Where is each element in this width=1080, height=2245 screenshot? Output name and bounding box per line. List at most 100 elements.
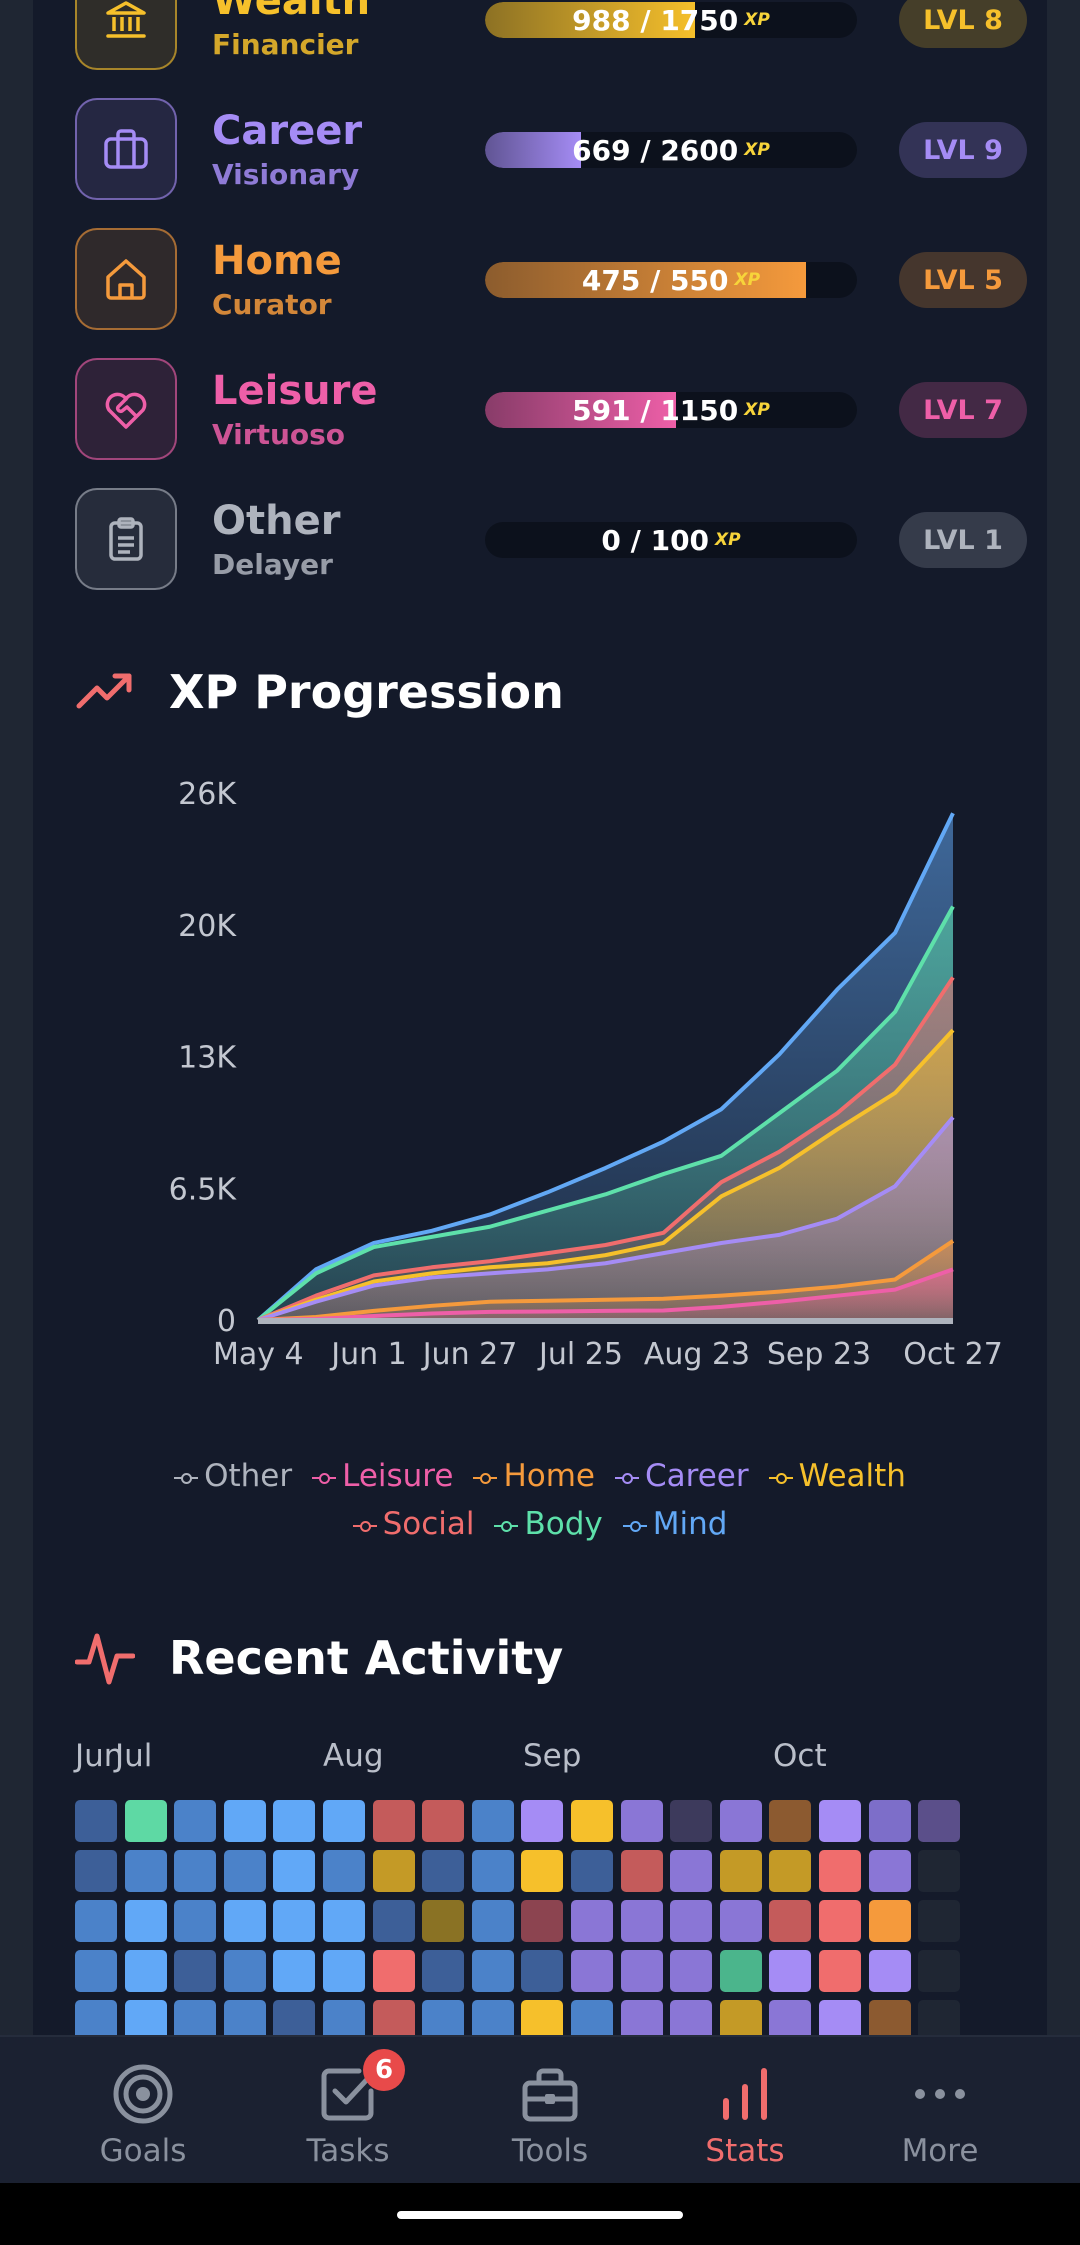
heatmap-cell[interactable]: [918, 1900, 961, 1942]
heatmap-cell[interactable]: [521, 1850, 564, 1892]
heatmap-cell[interactable]: [719, 2000, 762, 2035]
heatmap-cell[interactable]: [223, 2000, 266, 2035]
heatmap-cell[interactable]: [571, 1950, 613, 1992]
heatmap-cell[interactable]: [868, 1900, 911, 1942]
nav-tools[interactable]: Tools: [442, 2037, 658, 2185]
heatmap-cell[interactable]: [174, 1800, 217, 1842]
heatmap-cell[interactable]: [323, 1800, 365, 1842]
heatmap-cell[interactable]: [323, 1950, 365, 1992]
heatmap-cell[interactable]: [75, 2000, 117, 2035]
heatmap-cell[interactable]: [422, 2000, 465, 2035]
heatmap-cell[interactable]: [124, 1900, 167, 1942]
heatmap-cell[interactable]: [422, 1800, 465, 1842]
heatmap-cell[interactable]: [521, 1800, 564, 1842]
legend-item-home[interactable]: Home: [473, 1452, 595, 1500]
heatmap-cell[interactable]: [670, 1900, 713, 1942]
heatmap-cell[interactable]: [223, 1950, 266, 1992]
nav-goals[interactable]: Goals: [35, 2037, 251, 2185]
heatmap-cell[interactable]: [323, 1850, 365, 1892]
heatmap-cell[interactable]: [372, 2000, 415, 2035]
heatmap-cell[interactable]: [769, 2000, 812, 2035]
heatmap-cell[interactable]: [372, 1950, 415, 1992]
category-row-other[interactable]: Other Delayer 0 / 100 XP LVL 1: [75, 488, 1027, 594]
heatmap-cell[interactable]: [75, 1900, 117, 1942]
heatmap-cell[interactable]: [719, 1950, 762, 1992]
legend-item-other[interactable]: Other: [174, 1452, 292, 1500]
legend-item-career[interactable]: Career: [615, 1452, 749, 1500]
heatmap-cell[interactable]: [273, 1950, 316, 1992]
heatmap-cell[interactable]: [223, 1850, 266, 1892]
heatmap-cell[interactable]: [620, 1800, 663, 1842]
heatmap-cell[interactable]: [571, 2000, 613, 2035]
heatmap-cell[interactable]: [719, 1850, 762, 1892]
heatmap-cell[interactable]: [521, 2000, 564, 2035]
heatmap-cell[interactable]: [571, 1900, 613, 1942]
heatmap-cell[interactable]: [769, 1900, 812, 1942]
heatmap-cell[interactable]: [868, 1850, 911, 1892]
heatmap-cell[interactable]: [620, 1900, 663, 1942]
heatmap-cell[interactable]: [868, 1950, 911, 1992]
heatmap-cell[interactable]: [124, 1800, 167, 1842]
nav-tasks[interactable]: 6 Tasks: [240, 2037, 456, 2185]
heatmap-cell[interactable]: [521, 1950, 564, 1992]
heatmap-cell[interactable]: [471, 1800, 514, 1842]
heatmap-cell[interactable]: [422, 1850, 465, 1892]
heatmap-cell[interactable]: [223, 1900, 266, 1942]
heatmap-cell[interactable]: [471, 1900, 514, 1942]
heatmap-cell[interactable]: [323, 1900, 365, 1942]
legend-item-body[interactable]: Body: [494, 1500, 603, 1548]
heatmap-cell[interactable]: [273, 1800, 316, 1842]
heatmap-cell[interactable]: [124, 2000, 167, 2035]
heatmap-cell[interactable]: [174, 1950, 217, 1992]
heatmap-cell[interactable]: [471, 1850, 514, 1892]
heatmap-cell[interactable]: [372, 1850, 415, 1892]
heatmap-cell[interactable]: [670, 1850, 713, 1892]
heatmap-cell[interactable]: [124, 1850, 167, 1892]
heatmap-cell[interactable]: [769, 1950, 812, 1992]
heatmap-cell[interactable]: [521, 1900, 564, 1942]
heatmap-cell[interactable]: [918, 1800, 961, 1842]
heatmap-cell[interactable]: [75, 1800, 117, 1842]
heatmap-cell[interactable]: [819, 1850, 861, 1892]
heatmap-cell[interactable]: [670, 1800, 713, 1842]
category-row-home[interactable]: Home Curator 475 / 550 XP LVL 5: [75, 228, 1027, 334]
heatmap-cell[interactable]: [819, 1800, 861, 1842]
heatmap-cell[interactable]: [223, 1800, 266, 1842]
heatmap-cell[interactable]: [174, 1850, 217, 1892]
heatmap-cell[interactable]: [670, 2000, 713, 2035]
heatmap-cell[interactable]: [719, 1800, 762, 1842]
heatmap-cell[interactable]: [670, 1950, 713, 1992]
heatmap-cell[interactable]: [273, 1850, 316, 1892]
heatmap-cell[interactable]: [918, 1950, 961, 1992]
heatmap-cell[interactable]: [174, 1900, 217, 1942]
heatmap-cell[interactable]: [471, 1950, 514, 1992]
heatmap-cell[interactable]: [323, 2000, 365, 2035]
legend-item-wealth[interactable]: Wealth: [768, 1452, 906, 1500]
heatmap-cell[interactable]: [75, 1950, 117, 1992]
heatmap-cell[interactable]: [422, 1900, 465, 1942]
nav-stats[interactable]: Stats: [637, 2037, 853, 2185]
heatmap-cell[interactable]: [372, 1800, 415, 1842]
heatmap-cell[interactable]: [174, 2000, 217, 2035]
heatmap-cell[interactable]: [571, 1850, 613, 1892]
heatmap-cell[interactable]: [868, 1800, 911, 1842]
heatmap-cell[interactable]: [422, 1950, 465, 1992]
heatmap-cell[interactable]: [819, 2000, 861, 2035]
category-row-leisure[interactable]: Leisure Virtuoso 591 / 1150 XP LVL 7: [75, 358, 1027, 464]
category-row-career[interactable]: Career Visionary 669 / 2600 XP LVL 9: [75, 98, 1027, 204]
heatmap-cell[interactable]: [769, 1850, 812, 1892]
nav-more[interactable]: More: [832, 2037, 1048, 2185]
heatmap-cell[interactable]: [868, 2000, 911, 2035]
heatmap-cell[interactable]: [273, 1900, 316, 1942]
category-row-wealth[interactable]: Wealth Financier 988 / 1750 XP LVL 8: [75, 0, 1027, 74]
heatmap-cell[interactable]: [719, 1900, 762, 1942]
heatmap-cell[interactable]: [819, 1900, 861, 1942]
heatmap-cell[interactable]: [620, 1850, 663, 1892]
heatmap-cell[interactable]: [571, 1800, 613, 1842]
legend-item-social[interactable]: Social: [352, 1500, 474, 1548]
heatmap-cell[interactable]: [918, 1850, 961, 1892]
heatmap-cell[interactable]: [75, 1850, 117, 1892]
home-gesture-handle[interactable]: [397, 2211, 683, 2219]
heatmap-cell[interactable]: [769, 1800, 812, 1842]
heatmap-cell[interactable]: [918, 2000, 961, 2035]
